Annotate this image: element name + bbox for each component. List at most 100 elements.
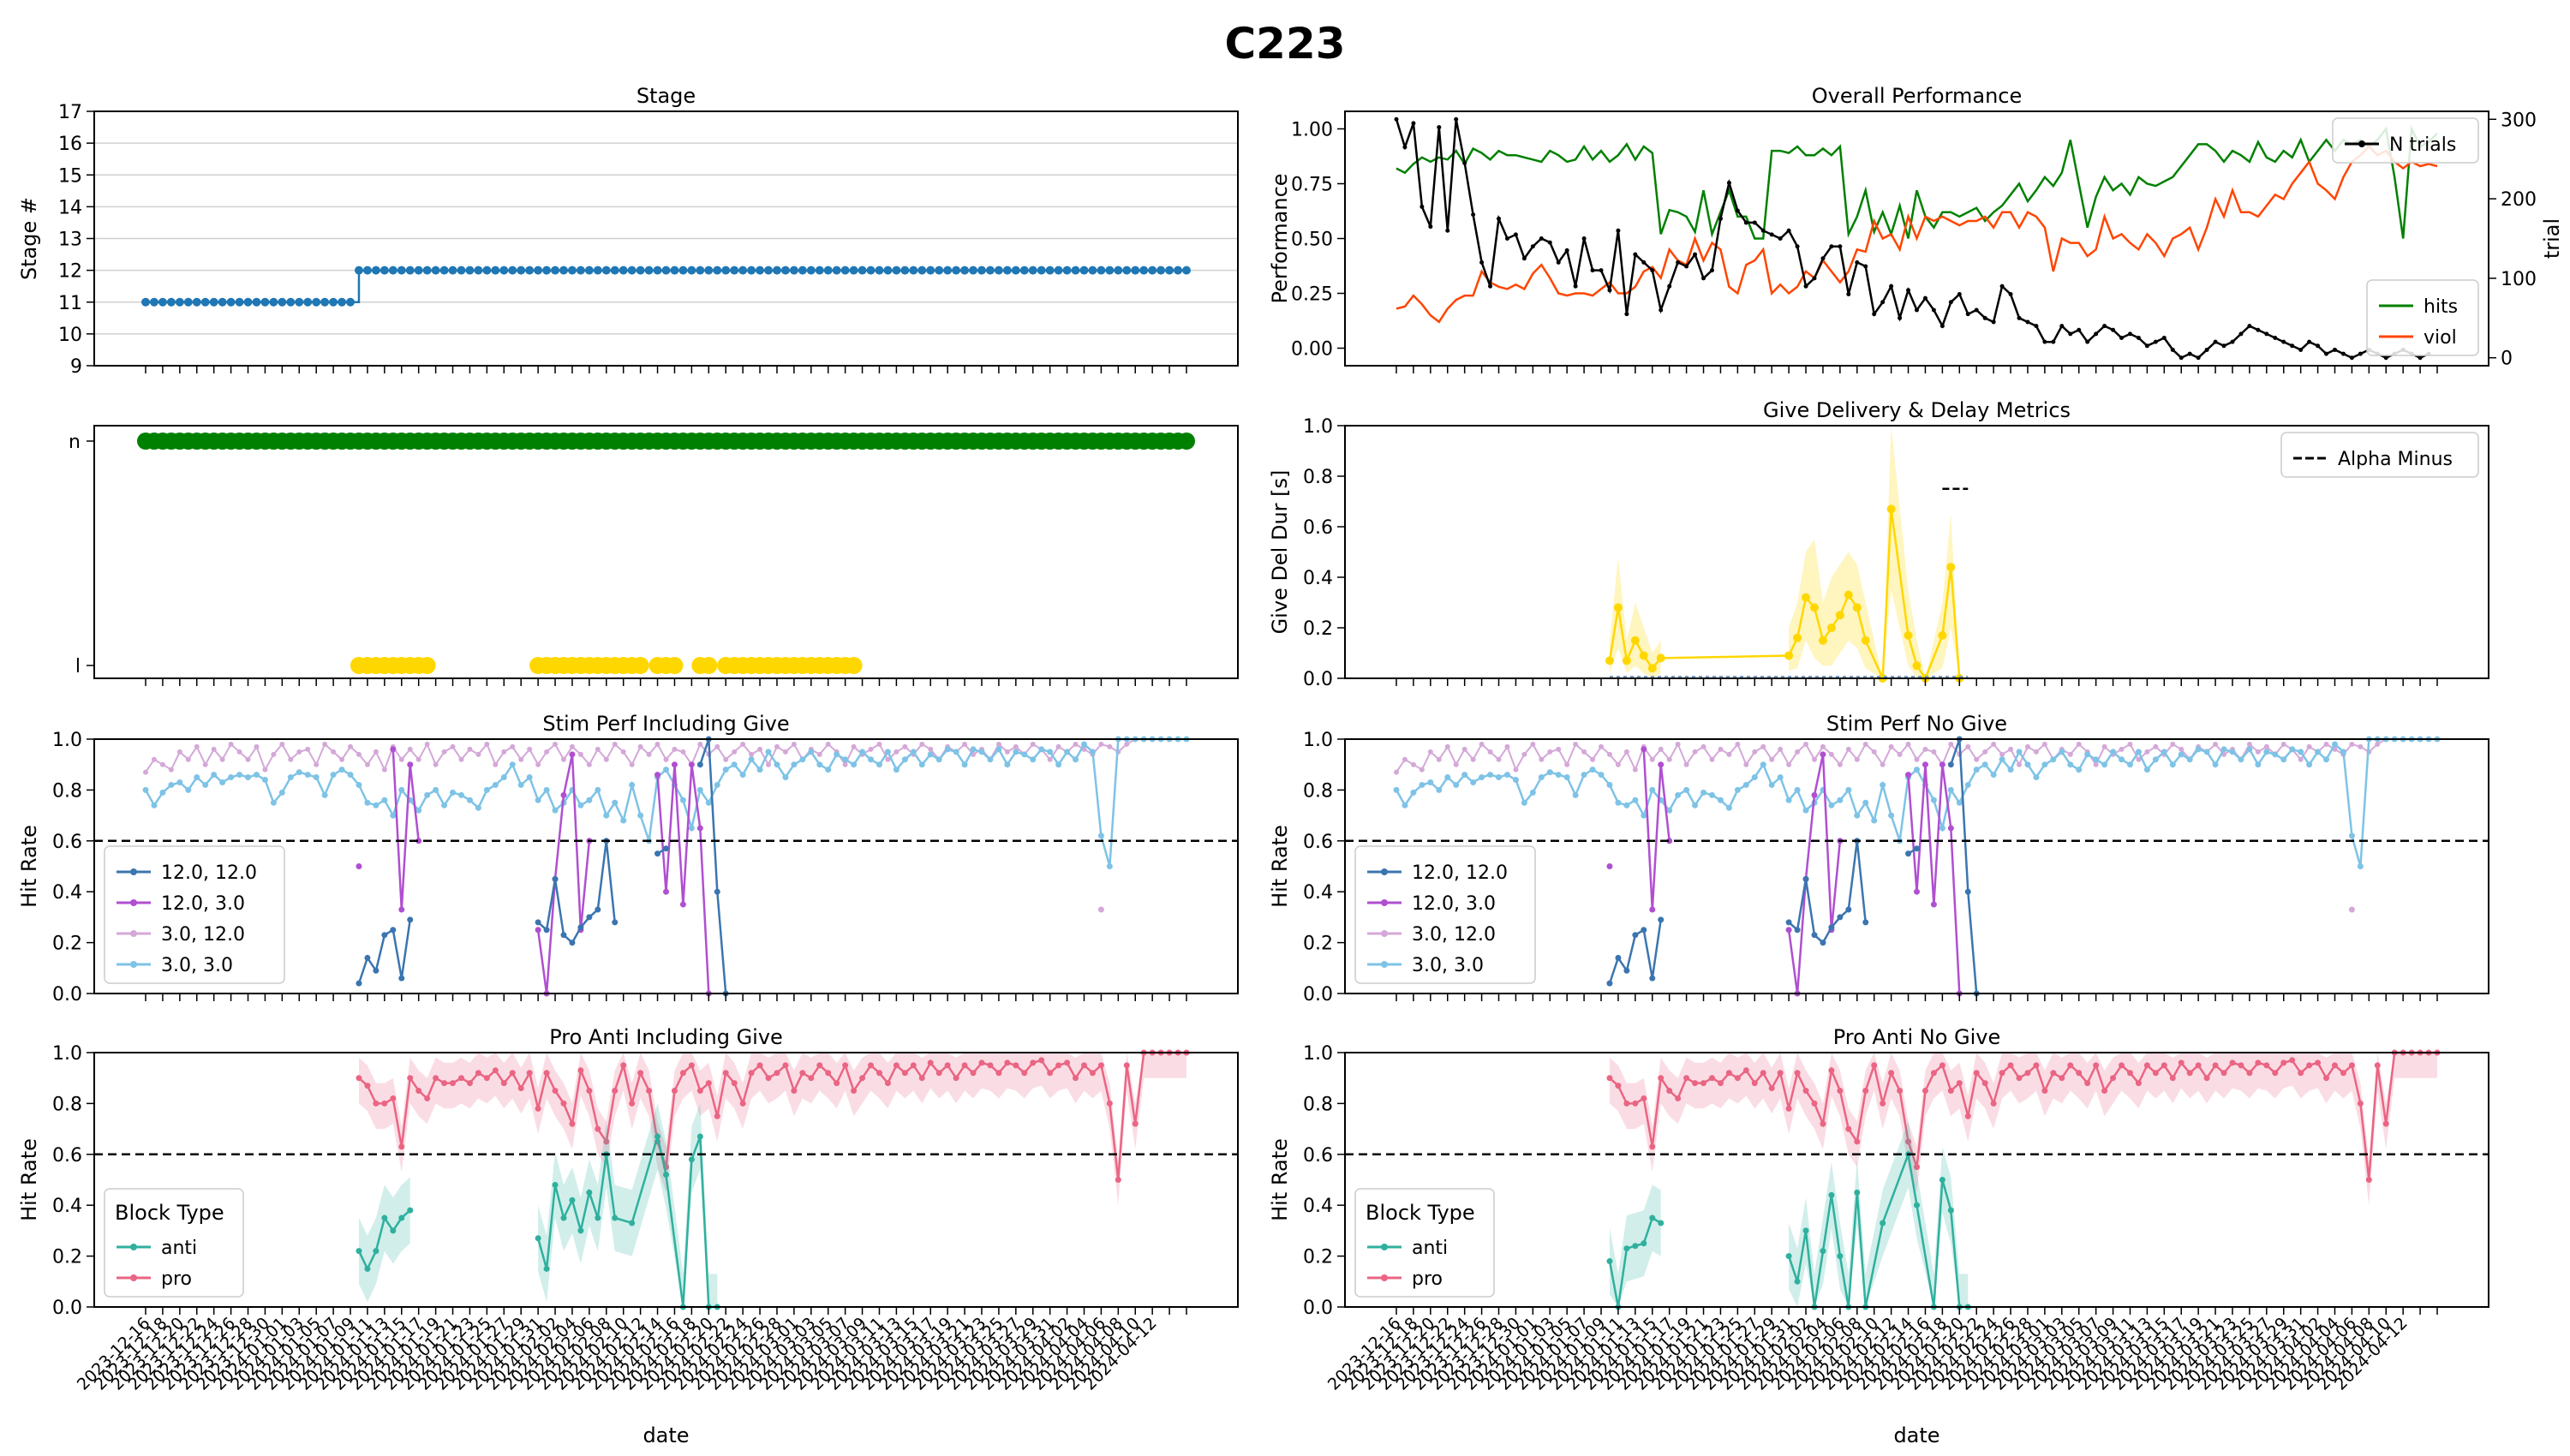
s3-12-point <box>407 746 413 752</box>
pro-point <box>961 1062 968 1069</box>
s3-12-point <box>322 741 328 747</box>
ntrials-point <box>1829 244 1834 249</box>
s3-12-point <box>305 746 311 752</box>
ntrials-point <box>1607 288 1612 293</box>
s3-12-point <box>544 749 550 755</box>
s3-3-point <box>1760 761 1766 768</box>
legend-marker <box>2358 140 2365 147</box>
pro-point <box>2298 1070 2304 1077</box>
pro-point <box>859 1075 866 1082</box>
ntrials-point <box>1769 232 1774 237</box>
pro-point <box>2016 1075 2023 1082</box>
s3-3-point <box>1666 807 1673 814</box>
s3-12-point <box>2067 751 2073 757</box>
y-tick-label: 0.4 <box>1303 568 1333 589</box>
pro-point <box>569 1120 576 1127</box>
panel-title: Pro Anti Including Give <box>549 1025 783 1049</box>
pro-point <box>1802 1088 1809 1095</box>
s3-3-point <box>1742 781 1749 788</box>
pro-point <box>791 1088 798 1095</box>
s3-3-point <box>1725 804 1732 811</box>
s3-12-point <box>2024 743 2030 749</box>
s3-3-point <box>381 797 388 803</box>
hits-line <box>1396 124 2438 240</box>
s12-12-line <box>357 919 411 984</box>
pro-point <box>1725 1070 1732 1077</box>
y-axis-label: Performance <box>1268 173 1292 303</box>
s3-12-point <box>458 756 464 762</box>
give-point <box>1622 656 1631 665</box>
s3-12-point <box>2076 741 2082 747</box>
s3-12-point <box>586 761 592 767</box>
s3-12-point <box>740 741 746 747</box>
pro-point <box>1047 1070 1054 1077</box>
s3-3-point <box>2280 756 2287 763</box>
stage-point <box>1131 266 1140 275</box>
stage-point <box>815 266 824 275</box>
s12-12-line <box>1950 738 1978 994</box>
s12-12-point <box>586 914 593 921</box>
pro-point <box>2101 1088 2108 1095</box>
y2-axis-label: trial <box>2540 218 2564 259</box>
s3-3-point <box>901 756 908 763</box>
stage-point <box>721 266 731 275</box>
pro-point <box>2059 1075 2065 1082</box>
pro-point <box>2263 1062 2270 1069</box>
s3-12-point <box>553 741 559 747</box>
pro-point <box>2382 1120 2389 1127</box>
s12-12-point <box>1820 940 1826 946</box>
ntrials-point <box>1872 312 1877 317</box>
pro-point <box>1073 1075 1079 1082</box>
s3-12-point <box>424 741 430 747</box>
stage-point <box>269 297 278 307</box>
s12-3-point <box>407 761 414 768</box>
anti-point <box>390 1227 397 1234</box>
stage-point <box>849 266 858 275</box>
s3-3-point <box>1402 802 1408 809</box>
s3-12-point <box>450 743 456 749</box>
ntrials-point <box>2153 339 2158 344</box>
ntrials-point <box>1462 160 1467 165</box>
s3-3-point <box>756 767 763 773</box>
s3-3-point <box>944 746 951 753</box>
legend-item: Alpha Minus <box>2338 449 2453 470</box>
legend-frame <box>1354 845 1536 984</box>
pro-point <box>1021 1070 1028 1077</box>
stage-point <box>935 266 944 275</box>
s3-12-point <box>143 769 148 775</box>
s12-3-point <box>696 825 703 832</box>
y-tick-label: 12 <box>58 261 82 283</box>
s3-12-point <box>1073 741 1079 747</box>
stage-point <box>1182 266 1191 275</box>
ntrials-point <box>1693 252 1698 257</box>
stage-point <box>1165 266 1174 275</box>
s3-12-point <box>1700 743 1706 749</box>
pro-point <box>671 1088 678 1095</box>
stage-point <box>551 266 560 275</box>
y-tick-label: 0.2 <box>52 1247 82 1268</box>
y-tick-label: l <box>75 656 81 677</box>
stage-point <box>1028 266 1037 275</box>
s3-3-point <box>2169 761 2176 768</box>
pro-point <box>2272 1070 2279 1077</box>
ntrials-point <box>1684 264 1689 269</box>
y-tick-label: 15 <box>58 165 82 187</box>
pro-point <box>688 1062 695 1069</box>
s3-12-point <box>1726 751 1732 757</box>
anti-point <box>356 1248 362 1255</box>
pro-point <box>910 1062 917 1069</box>
ntrials-point <box>2238 331 2244 337</box>
y-tick-label: 0.2 <box>1303 934 1333 955</box>
y-axis-label: Give Del Dur [s] <box>1268 470 1292 635</box>
pro-point <box>450 1080 457 1087</box>
ntrials-point <box>1676 260 1681 265</box>
stage-point <box>798 266 807 275</box>
legend-frame <box>2280 432 2479 478</box>
ntrials-point <box>1709 268 1714 273</box>
s3-3-point <box>1581 772 1587 779</box>
pro-point <box>1897 1088 1904 1095</box>
anti-point <box>663 1172 669 1179</box>
panel-stim_inc: 0.0 0.2 0.4 0.6 0.8 1.0 Hit Rate 12.0, 12.0 12.0… <box>17 712 1239 1005</box>
legend-marker <box>130 1274 137 1281</box>
legend-marker <box>130 930 137 937</box>
